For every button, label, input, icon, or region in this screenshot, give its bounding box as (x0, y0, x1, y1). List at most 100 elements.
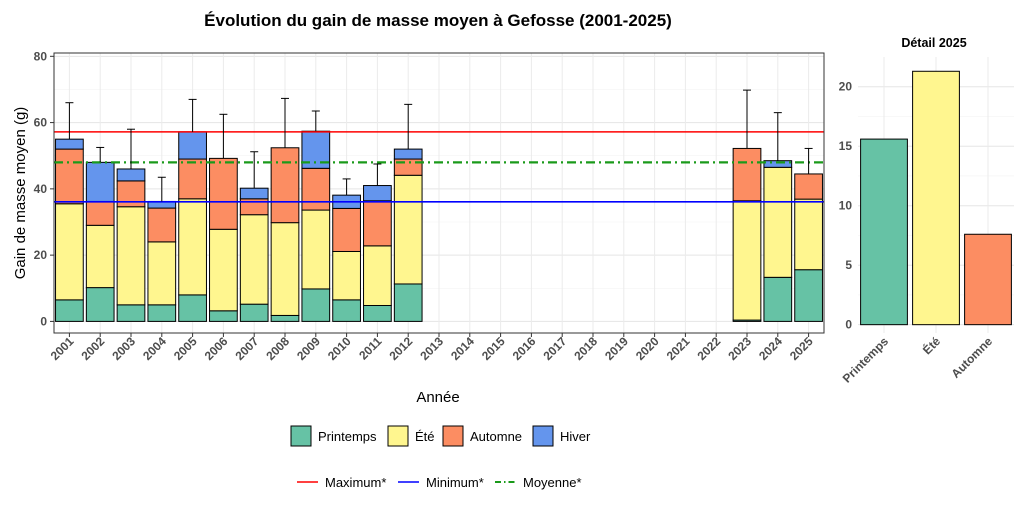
detail-bar-automne (964, 233, 1012, 326)
bar-2011-hiver (363, 185, 392, 202)
bar-2024-ete (763, 166, 793, 278)
legend-key-printemps (290, 425, 312, 447)
bar-2005-ete (178, 198, 207, 296)
bar-2010-automne (332, 207, 361, 252)
main-y-tick-label-60: 60 (34, 116, 48, 130)
bar-2025-automne (794, 173, 823, 200)
main-y-tick-label-0: 0 (40, 314, 47, 328)
bar-2011-printemps (363, 304, 392, 322)
main-x-tick-label-2013: 2013 (417, 334, 446, 363)
main-y-tick-labels: 0 20 40 60 80 (34, 49, 54, 328)
main-x-tick-label-2014: 2014 (448, 334, 477, 363)
main-x-tick-label-2021: 2021 (664, 334, 693, 363)
legend-label-maximum: Maximum* (325, 475, 386, 490)
main-x-tick-label-2025: 2025 (787, 334, 816, 363)
bar-2002-printemps (85, 287, 115, 322)
legend-label-minimum: Minimum* (426, 475, 484, 490)
detail-chart-title: Détail 2025 (901, 36, 966, 50)
legend-label-ete: Été (415, 429, 435, 444)
bar-2011-automne (363, 200, 392, 247)
main-y-tick-label-80: 80 (34, 49, 48, 63)
detail-x-tick-label-printemps: Printemps (840, 334, 892, 386)
bar-2008-printemps (270, 314, 300, 322)
bar-2004-automne (147, 207, 177, 243)
legend-label-moyenne: Moyenne* (523, 475, 582, 490)
main-x-tick-label-2008: 2008 (263, 334, 292, 363)
main-x-tick-label-2006: 2006 (202, 334, 231, 363)
main-x-tick-label-2012: 2012 (387, 334, 416, 363)
bar-2001-hiver (55, 138, 84, 150)
bar-2025-printemps (794, 269, 823, 322)
main-x-tick-label-2020: 2020 (633, 334, 662, 363)
main-y-tick-label-40: 40 (34, 182, 48, 196)
bar-2010-printemps (332, 299, 361, 322)
legend-label-hiver: Hiver (560, 429, 591, 444)
bar-2004-printemps (147, 304, 177, 322)
main-x-tick-label-2023: 2023 (725, 334, 754, 363)
main-x-tick-label-2018: 2018 (571, 334, 600, 363)
bar-2007-printemps (239, 303, 269, 322)
bar-2004-ete (147, 241, 177, 306)
main-x-tick-label-2016: 2016 (510, 334, 539, 363)
main-x-tick-label-2019: 2019 (602, 334, 631, 363)
bar-2009-ete (301, 209, 331, 290)
main-x-tick-label-2015: 2015 (479, 334, 508, 363)
bar-2001-automne (55, 148, 84, 205)
bar-2006-ete (209, 228, 238, 312)
detail-y-tick-label-20: 20 (839, 80, 853, 94)
bar-2005-printemps (178, 294, 207, 322)
main-bars (55, 130, 823, 322)
bar-2009-printemps (301, 288, 331, 322)
main-x-tick-label-2007: 2007 (233, 334, 262, 363)
main-x-tick-label-2017: 2017 (541, 334, 570, 363)
bar-2002-automne (85, 200, 115, 226)
bar-2007-hiver (239, 187, 269, 200)
bar-2012-printemps (393, 283, 423, 322)
bar-2003-ete (116, 206, 146, 306)
reference-legend: Maximum* Minimum* Moyenne* (297, 475, 582, 490)
bar-2008-automne (270, 147, 300, 224)
bar-2005-hiver (178, 131, 207, 160)
main-x-tick-label-2024: 2024 (756, 334, 785, 363)
bar-2025-ete (794, 198, 823, 271)
legend-label-printemps: Printemps (318, 429, 377, 444)
detail-y-tick-label-10: 10 (839, 199, 853, 213)
main-x-tick-label-2011: 2011 (356, 334, 385, 363)
detail-x-tick-label-automne: Automne (948, 334, 995, 381)
detail-x-tick-labels: Printemps Été Automne (840, 333, 996, 385)
main-x-tick-label-2005: 2005 (171, 334, 200, 363)
detail-bar-ete (912, 70, 960, 326)
bar-2006-automne (209, 157, 238, 230)
detail-y-tick-label-0: 0 (845, 318, 852, 332)
main-x-tick-labels: 2001 2002 2003 2004 2005 2006 2007 2008 2009 2010… (48, 333, 816, 363)
legend-key-hiver (532, 425, 554, 447)
main-x-tick-label-2022: 2022 (695, 334, 724, 363)
bar-2001-ete (55, 203, 84, 301)
main-x-tick-label-2001: 2001 (48, 334, 77, 363)
bar-2023-ete (732, 200, 762, 321)
legend-key-automne (442, 425, 464, 447)
main-chart-title: Évolution du gain de masse moyen à Gefos… (204, 11, 672, 30)
bar-2023-automne (732, 147, 762, 202)
bar-2003-printemps (116, 304, 146, 322)
bar-2024-printemps (763, 276, 793, 322)
x-axis-title: Année (416, 389, 459, 406)
y-axis-title: Gain de masse moyen (g) (12, 107, 29, 280)
error-bars (65, 89, 813, 202)
bar-2007-ete (239, 214, 269, 305)
bar-2003-hiver (116, 168, 146, 182)
detail-y-tick-label-15: 15 (839, 139, 853, 153)
series-legend: Printemps Été Automne Hiver (290, 425, 591, 447)
bar-2002-hiver (85, 161, 115, 202)
detail-y-tick-labels: 0 5 10 15 20 (839, 80, 853, 332)
bar-2005-automne (178, 158, 207, 200)
bar-2009-automne (301, 167, 331, 211)
main-x-tick-label-2004: 2004 (140, 334, 169, 363)
bar-2003-automne (116, 180, 146, 208)
bar-2001-printemps (55, 299, 84, 322)
main-x-tick-label-2009: 2009 (294, 334, 323, 363)
main-x-tick-label-2003: 2003 (109, 334, 138, 363)
bar-2008-ete (270, 222, 300, 316)
